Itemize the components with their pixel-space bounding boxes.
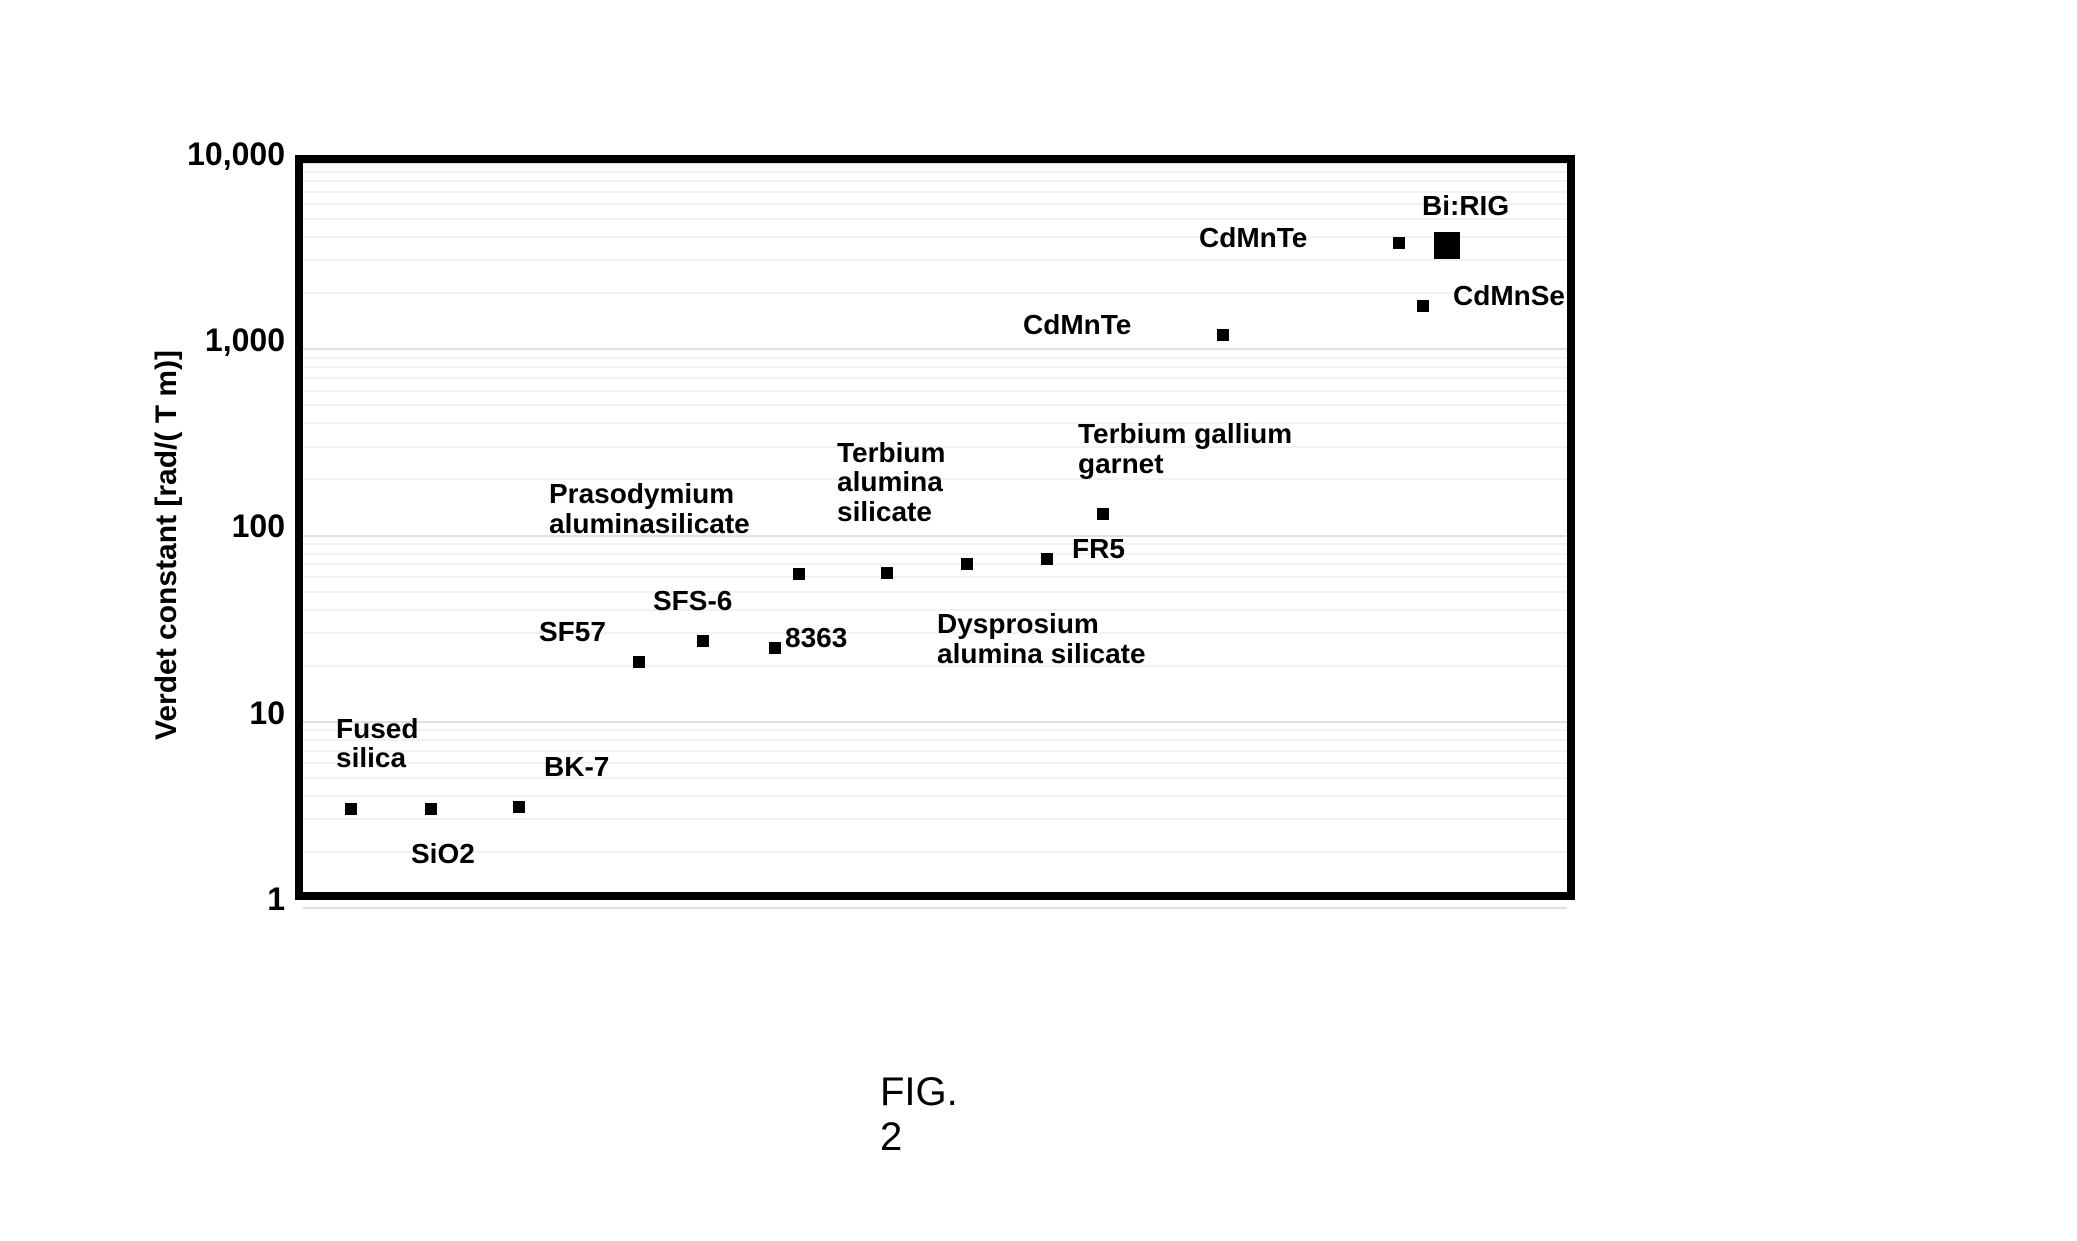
gridline-minor (303, 576, 1567, 578)
data-point (793, 568, 805, 580)
data-point (1417, 300, 1429, 312)
data-point-label: Bi:RIG (1422, 191, 1509, 220)
gridline-minor (303, 357, 1567, 359)
data-point (513, 801, 525, 813)
gridline-major (303, 348, 1567, 350)
y-tick-label: 10,000 (135, 136, 285, 173)
data-point-label: Fusedsilica (336, 714, 418, 773)
data-point (881, 567, 893, 579)
gridline-minor (303, 218, 1567, 220)
gridline-minor (303, 591, 1567, 593)
data-point-label: 8363 (785, 623, 847, 652)
data-point (697, 635, 709, 647)
data-point (1041, 553, 1053, 565)
plot-area: Fusedsilica SiO2 BK-7 SF57 SFS-6 8363 Prasodym… (295, 155, 1575, 900)
gridline-minor (303, 729, 1567, 731)
data-point-label: CdMnSe (1453, 281, 1565, 310)
data-point (633, 656, 645, 668)
data-point-label: FR5 (1072, 534, 1125, 563)
gridline-major (303, 721, 1567, 723)
gridline-minor (303, 543, 1567, 545)
gridline-minor (303, 292, 1567, 294)
gridline-minor (303, 739, 1567, 741)
data-point (769, 642, 781, 654)
gridline-minor (303, 404, 1567, 406)
gridline-minor (303, 818, 1567, 820)
data-point (1217, 329, 1229, 341)
gridline-minor (303, 762, 1567, 764)
gridline-major (303, 162, 1567, 164)
figure-caption: FIG. 2 (880, 1070, 958, 1160)
data-point-label: CdMnTe (1023, 310, 1131, 339)
gridline-minor (303, 851, 1567, 853)
data-point (1393, 237, 1405, 249)
data-point-label: Terbium galliumgarnet (1078, 419, 1292, 478)
gridline-minor (303, 180, 1567, 182)
gridline-minor (303, 553, 1567, 555)
y-tick-label: 100 (135, 508, 285, 545)
gridline-minor (303, 366, 1567, 368)
data-point-label: Dysprosiumalumina silicate (937, 609, 1146, 668)
data-point (1434, 232, 1460, 258)
data-point-label: BK-7 (544, 752, 609, 781)
gridline-minor (303, 171, 1567, 173)
gridline-minor (303, 750, 1567, 752)
data-point (1097, 508, 1109, 520)
data-point-label: CdMnTe (1199, 223, 1307, 252)
data-point (425, 803, 437, 815)
data-point (345, 803, 357, 815)
gridline-minor (303, 203, 1567, 205)
gridline-minor (303, 609, 1567, 611)
data-point-label: SF57 (539, 617, 606, 646)
gridline-minor (303, 390, 1567, 392)
gridline-minor (303, 191, 1567, 193)
data-point-label: SFS-6 (653, 586, 732, 615)
gridline-minor (303, 563, 1567, 565)
data-point-label: Terbiumaluminasilicate (837, 438, 945, 526)
y-tick-label: 1,000 (135, 322, 285, 359)
gridline-minor (303, 236, 1567, 238)
data-point-label: SiO2 (411, 839, 475, 868)
gridline-major (303, 535, 1567, 537)
gridline-minor (303, 777, 1567, 779)
gridline-minor (303, 259, 1567, 261)
y-tick-label: 1 (135, 881, 285, 918)
data-point (961, 558, 973, 570)
data-point-label: Prasodymiumaluminasilicate (549, 479, 750, 538)
gridline-minor (303, 632, 1567, 634)
gridline-major (303, 907, 1567, 909)
y-tick-label: 10 (135, 695, 285, 732)
gridline-minor (303, 377, 1567, 379)
gridline-minor (303, 665, 1567, 667)
gridline-minor (303, 422, 1567, 424)
gridline-minor (303, 795, 1567, 797)
